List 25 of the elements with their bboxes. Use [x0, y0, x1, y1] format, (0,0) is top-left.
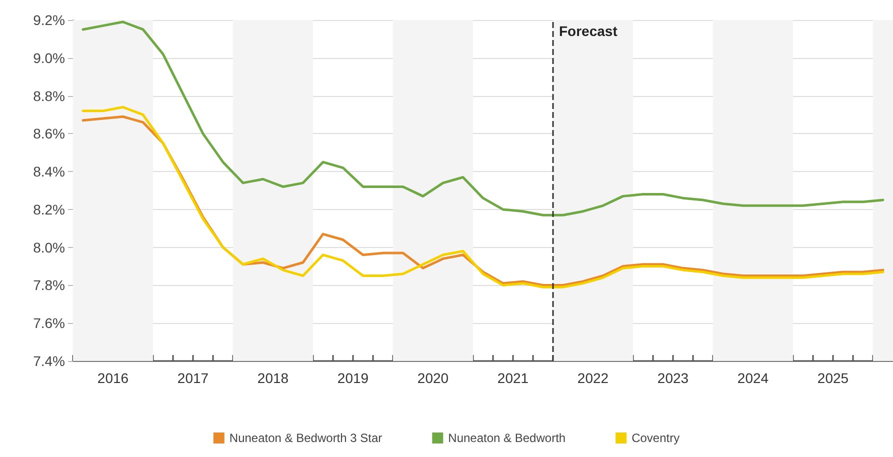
x-tick-label: 2017 — [177, 370, 209, 386]
x-tick-label: 2018 — [257, 370, 289, 386]
y-tick-label: 8.0% — [33, 239, 65, 256]
x-tick-label: 2021 — [497, 370, 529, 386]
legend-label: Coventry — [632, 431, 680, 445]
x-tick-label: 2025 — [817, 370, 849, 386]
legend-label: Nuneaton & Bedworth 3 Star — [229, 431, 382, 445]
y-tick-label: 8.2% — [33, 201, 65, 218]
y-tick-label: 7.8% — [33, 277, 65, 294]
x-tick-label: 2019 — [337, 370, 369, 386]
line-series — [82, 20, 884, 216]
x-tick-label: 2020 — [417, 370, 449, 386]
x-tick-label: 2023 — [657, 370, 689, 386]
y-tick-label: 7.6% — [33, 315, 65, 332]
x-tick-label: 2016 — [97, 370, 129, 386]
x-tick-label: 2022 — [577, 370, 609, 386]
legend-label: Nuneaton & Bedworth — [448, 431, 566, 445]
ref-line-label: Forecast — [559, 23, 618, 39]
y-tick-label: 8.6% — [33, 126, 65, 142]
y-tick-label: 9.0% — [33, 50, 65, 66]
y-tick-label: 8.8% — [33, 88, 65, 104]
y-tick-label: 7.4% — [33, 353, 65, 369]
y-tick-label: 8.4% — [33, 164, 65, 180]
y-tick-label: 9.2% — [33, 12, 65, 28]
x-tick-label: 2024 — [737, 370, 769, 386]
